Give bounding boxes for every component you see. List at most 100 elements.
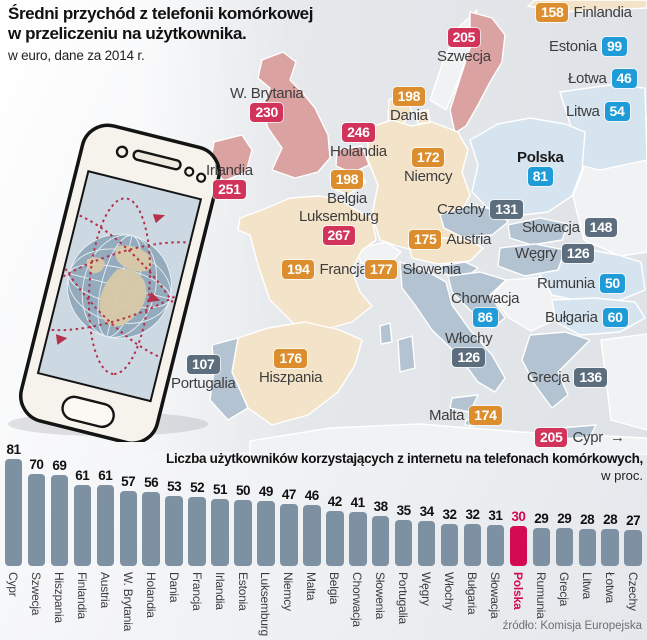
bar-rumunia [532, 528, 551, 566]
country-name: Luksemburg [299, 208, 379, 225]
value-badge: 99 [601, 37, 627, 56]
bar-belgia [326, 511, 344, 566]
country-name: Bułgaria [545, 309, 598, 326]
bar-category-label: Austria [97, 572, 112, 608]
bar-value-label: 32 [442, 507, 457, 522]
value-badge: 86 [472, 308, 498, 327]
speaker-icon [132, 149, 182, 171]
bar-category-label: W. Brytania [120, 572, 135, 632]
bar-category-label: Finlandia [74, 572, 89, 619]
bar-value-label: 28 [580, 512, 595, 527]
bar-czechy [624, 530, 642, 566]
bar-value-label: 35 [396, 503, 412, 518]
bar-value-label: 29 [534, 511, 549, 526]
country-name: W. Brytania [230, 85, 304, 102]
map-shape-poland [469, 117, 586, 217]
value-badge: 126 [452, 348, 485, 367]
bar-value-label: 27 [626, 513, 641, 528]
map-label-dania: 198 Dania [390, 87, 428, 124]
bar-category-label: Cypr [6, 572, 20, 597]
value-badge: 205 [535, 428, 568, 447]
country-name: Grecja [527, 369, 570, 386]
map-shape-uk [257, 51, 331, 179]
bar-category-label: Dania [166, 572, 181, 603]
country-name: Czechy [437, 201, 486, 218]
bar-category-label: Belgia [327, 572, 342, 605]
bar-hiszpania [50, 475, 69, 566]
country-name: Polska [517, 149, 564, 166]
bar-value-label: 70 [29, 457, 44, 472]
map-label-chorwacja: Chorwacja 86 [451, 290, 519, 327]
map-label-hiszpania: 176 Hiszpania [259, 349, 322, 386]
map-label-portugalia: 107 Portugalia [171, 355, 236, 392]
bar-category-label: Holandia [143, 572, 158, 618]
bar-finlandia [73, 485, 92, 566]
bar-category-label: Łotwa [602, 572, 617, 604]
bar-category-label: Słowacja [487, 572, 502, 619]
page-title-line2: w przeliczeniu na użytkownika. [8, 24, 247, 43]
map-label-szwecja: 205 Szwecja [437, 28, 491, 65]
value-badge: 54 [604, 102, 630, 121]
bar-value-label: 46 [304, 488, 320, 503]
map-label-s-owenia: 177 Słowenia [365, 260, 461, 279]
value-badge: 198 [392, 87, 426, 106]
bar-category-label: Węgry [419, 572, 434, 606]
bar-value-label: 28 [603, 512, 618, 527]
country-name: Łotwa [568, 70, 607, 87]
bar-litwa [578, 529, 596, 566]
map-label-w-brytania: W. Brytania 230 [230, 85, 304, 122]
bar-category-label: Bułgaria [465, 572, 479, 615]
home-button [61, 395, 115, 429]
map-label-polska: Polska 81 [517, 149, 564, 186]
sensor-dot-icon [196, 172, 207, 183]
country-name: Szwecja [437, 48, 491, 65]
bar-category-label: Chorwacja [350, 572, 365, 627]
map-shape-switzerland [356, 241, 402, 266]
value-badge: 81 [527, 167, 553, 186]
bar-w-brytania [119, 491, 137, 566]
bar-chart-unit-label: w proc. [601, 468, 643, 483]
map-label-czechy: Czechy 131 [437, 200, 523, 219]
bar-chorwacja [349, 512, 367, 566]
map-label-niemcy: 172 Niemcy [404, 148, 453, 185]
bar-category-label: Grecja [556, 572, 571, 607]
bar-polska [509, 526, 528, 566]
bar-holandia [142, 492, 160, 566]
europe-map [140, 0, 647, 455]
value-badge: 136 [574, 368, 607, 387]
bar-category-label: Włochy [442, 572, 456, 611]
country-name: Hiszpania [259, 369, 323, 386]
phone-globe-illustration [8, 123, 221, 442]
bar-value-label: 29 [557, 511, 572, 526]
bar-dania [165, 496, 183, 566]
bar--otwa [601, 529, 619, 566]
bar-value-label: 81 [6, 442, 21, 457]
bar-luksemburg [257, 501, 275, 566]
map-label-luksemburg: Luksemburg 267 [299, 208, 379, 245]
bar-category-label: Litwa [579, 572, 594, 600]
value-badge: 246 [342, 123, 375, 142]
bar-w-ochy [440, 524, 459, 566]
country-name: Litwa [566, 103, 600, 120]
bar-s-owenia [371, 516, 390, 566]
bar-category-label: Rumunia [533, 572, 548, 619]
bar-irlandia [211, 499, 229, 566]
map-shape-greece [521, 331, 591, 409]
bar-grecja [555, 528, 573, 566]
map-shape-turkey [600, 333, 647, 431]
value-badge: 60 [602, 308, 628, 327]
value-badge: 177 [365, 260, 398, 279]
bar-value-label: 32 [465, 507, 480, 522]
bar-chart-title-text: Liczba użytkowników korzystających z int… [166, 451, 643, 466]
map-label-austria: 175 Austria [409, 230, 491, 249]
bar-category-label: Portugalia [396, 572, 411, 625]
map-label-estonia: Estonia 99 [549, 37, 627, 56]
map-shape-slovakia [507, 217, 569, 246]
map-label-grecja: Grecja 136 [527, 368, 607, 387]
value-badge: 46 [611, 69, 637, 88]
country-name: Francja [319, 261, 368, 278]
map-label-malta: Malta 174 [429, 406, 502, 425]
bar-category-label: Luksemburg [258, 572, 273, 637]
bar-category-label: Hiszpania [51, 572, 66, 623]
infographic-header: Średni przychód z telefonii komórkowej w… [8, 4, 338, 63]
